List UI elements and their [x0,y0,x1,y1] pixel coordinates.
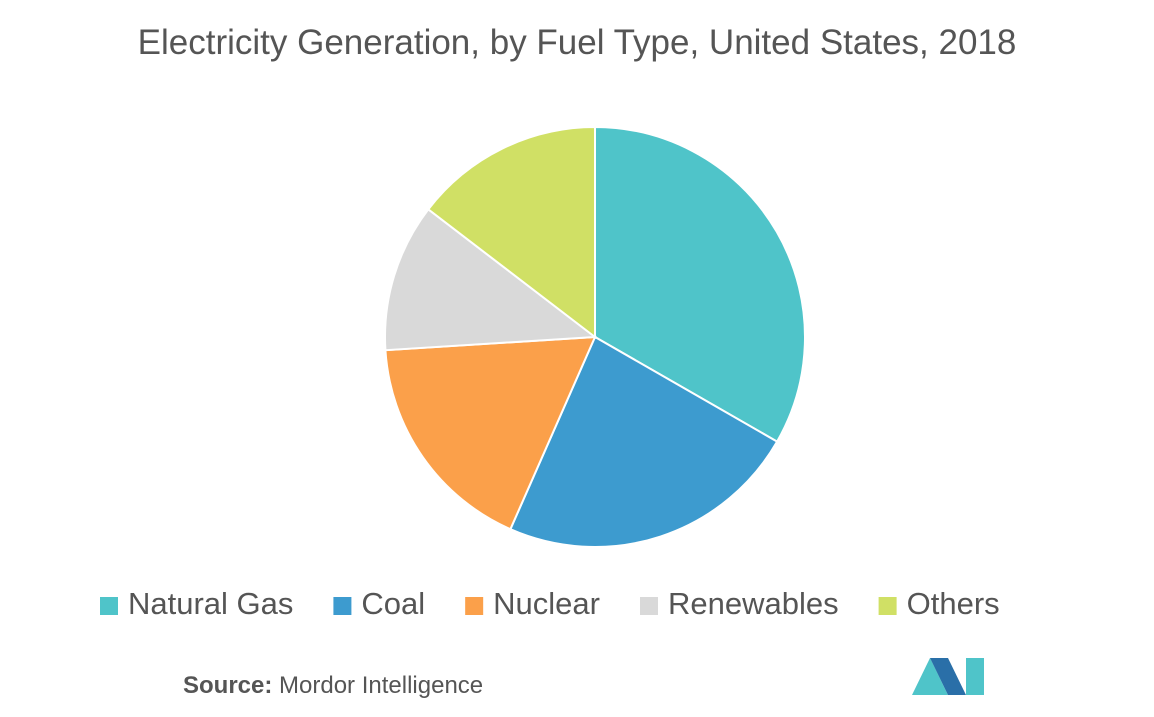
legend-swatch [333,597,352,615]
pie [384,125,806,548]
logo [912,658,984,695]
legend: Natural Gas Coal Nuclear Renewables Others [100,586,1000,621]
legend-swatch [100,597,118,615]
source-label: Source: [183,672,273,699]
source-text: Mordor Intelligence [279,672,484,699]
legend-label: Natural Gas [128,586,293,621]
logo-shape [930,658,966,695]
logo-shape [912,658,948,695]
legend-label: Nuclear [493,586,600,621]
legend-label: Coal [361,586,425,621]
legend-label: Others [907,586,1000,621]
legend-swatch [465,597,484,615]
logo-shape [966,658,984,695]
pie-slice [594,125,806,443]
pie-slice [384,207,598,352]
pie-slice [509,335,779,548]
pie-slice [384,335,597,531]
legend-swatch [878,597,897,615]
chart-title: Electricity Generation, by Fuel Type, Un… [137,23,1017,62]
legend-label: Renewables [668,586,839,621]
legend-swatch [640,597,658,615]
pie-slice [426,125,596,340]
source: Source: Mordor Intelligence [183,672,483,700]
